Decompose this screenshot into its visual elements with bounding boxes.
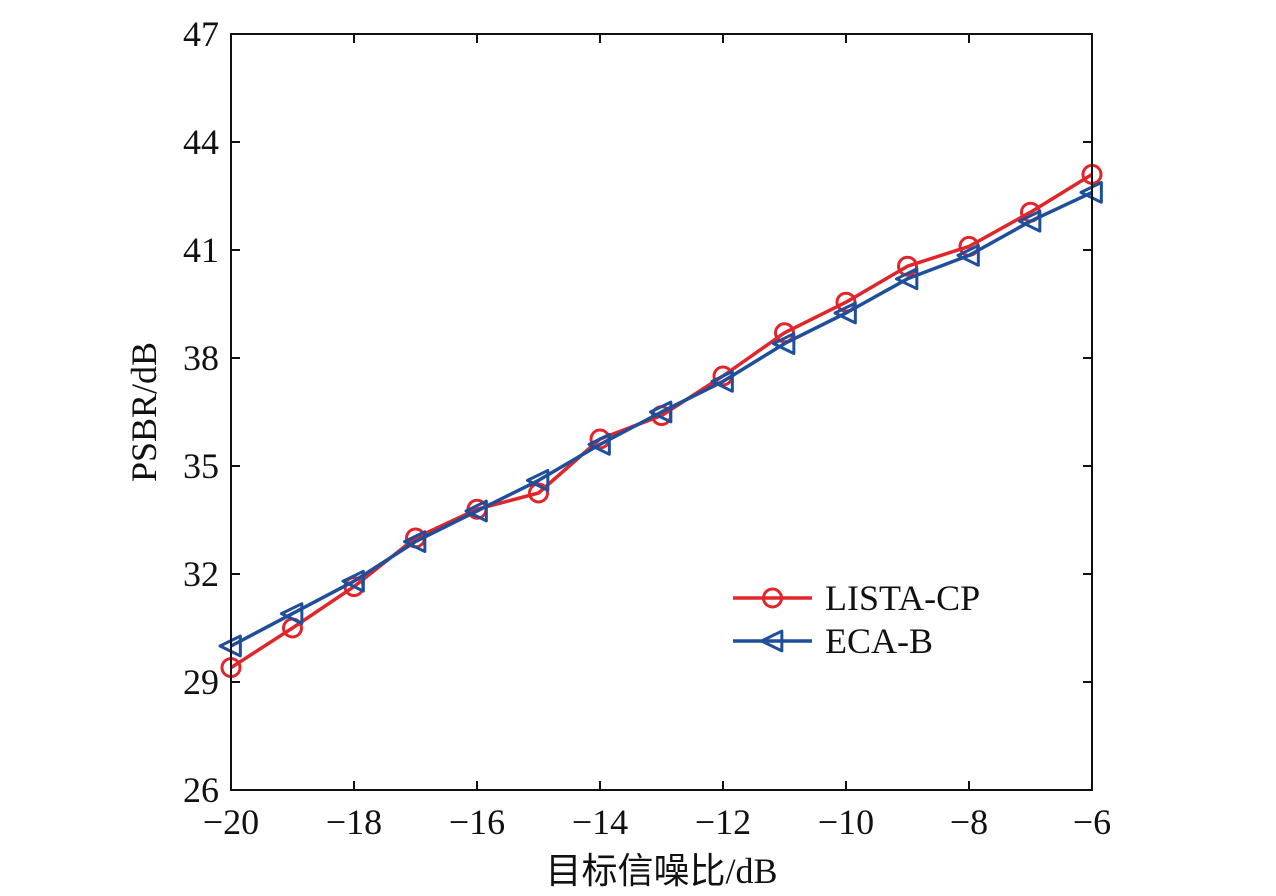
- y-axis-title: PSBR/dB: [124, 342, 164, 482]
- legend-label-lista-cp: LISTA-CP: [825, 578, 980, 618]
- y-tick-label: 32: [183, 554, 219, 594]
- data-point-eca-b: [772, 332, 796, 355]
- x-tick-label: −20: [203, 802, 259, 842]
- data-point-eca-b: [956, 244, 980, 267]
- plot-area-frame: [230, 33, 1093, 791]
- data-point-eca-b: [833, 301, 857, 325]
- y-tick-label: 38: [183, 338, 219, 378]
- tick-labels: −20 −18 −16 −14 −12 −10 −8 −6 26 29 32 35 38 41 44 47: [183, 14, 1111, 842]
- data-point-lista-cp: [528, 482, 549, 504]
- x-tick-label: −10: [818, 802, 874, 842]
- y-tick-label: 29: [183, 662, 219, 702]
- data-point-eca-b: [895, 267, 919, 291]
- legend-item-lista-cp: LISTA-CP: [733, 578, 980, 618]
- x-tick-label: −8: [950, 802, 988, 842]
- data-point-eca-b: [649, 400, 673, 424]
- x-axis-title: 目标信噪比/dB: [545, 851, 777, 891]
- x-tick-label: −16: [449, 802, 505, 842]
- legend-marker-eca-b: [760, 629, 784, 653]
- legend-label-eca-b: ECA-B: [825, 621, 933, 661]
- legend-item-eca-b: ECA-B: [733, 621, 933, 661]
- data-point-eca-b: [341, 569, 365, 593]
- data-point-eca-b: [464, 499, 488, 523]
- y-tick-label: 47: [183, 14, 219, 54]
- data-point-eca-b: [587, 433, 611, 456]
- data-point-eca-b: [526, 469, 550, 492]
- x-tick-label: −18: [326, 802, 382, 842]
- data-point-lista-cp: [897, 255, 918, 277]
- series-line-eca-b: [230, 190, 1093, 648]
- x-tick-label: −12: [695, 802, 751, 842]
- series-line-lista-cp: [230, 172, 1093, 670]
- data-point-eca-b: [710, 370, 734, 393]
- y-tick-label: 44: [183, 122, 219, 162]
- y-tick-label: 41: [183, 230, 219, 270]
- legend: LISTA-CP ECA-B: [733, 578, 980, 661]
- x-tick-label: −14: [572, 802, 628, 842]
- data-point-eca-b: [1018, 209, 1042, 233]
- series-layer: [218, 163, 1103, 679]
- y-tick-label: 26: [183, 770, 219, 810]
- data-point-eca-b: [403, 530, 427, 553]
- y-tick-label: 35: [183, 446, 219, 486]
- legend-marker-lista-cp: [762, 587, 783, 609]
- data-point-eca-b: [280, 602, 304, 625]
- x-tick-label: −6: [1073, 802, 1111, 842]
